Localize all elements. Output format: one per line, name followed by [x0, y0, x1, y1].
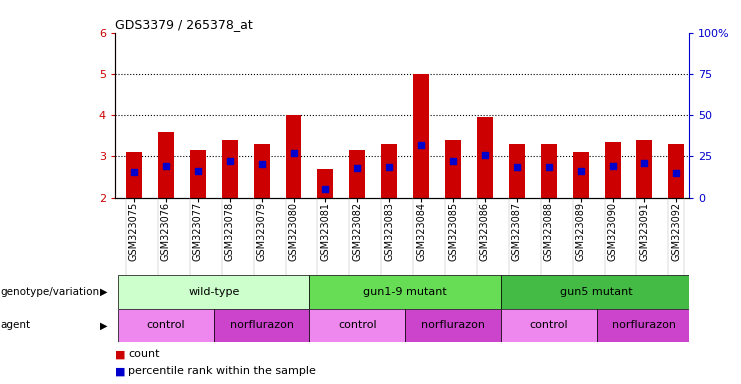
Point: [639, 160, 651, 166]
Bar: [158, 132, 174, 198]
Bar: [413, 74, 429, 198]
Bar: [118, 309, 213, 342]
Bar: [126, 152, 142, 198]
Text: control: control: [147, 320, 185, 331]
Point: [224, 158, 236, 164]
Text: ■: ■: [115, 349, 125, 359]
Point: [543, 164, 555, 170]
Bar: [445, 140, 461, 198]
Text: GSM323083: GSM323083: [385, 202, 394, 261]
Bar: [317, 169, 333, 198]
Point: [192, 168, 204, 174]
Text: ▶: ▶: [100, 287, 107, 297]
Bar: [573, 152, 588, 198]
Text: GDS3379 / 265378_at: GDS3379 / 265378_at: [115, 18, 253, 31]
Bar: [541, 144, 556, 198]
Text: control: control: [338, 320, 376, 331]
Point: [479, 152, 491, 158]
Bar: [190, 150, 206, 198]
Bar: [285, 115, 302, 198]
Text: GSM323079: GSM323079: [256, 202, 267, 261]
Text: wild-type: wild-type: [188, 287, 239, 297]
Text: GSM323090: GSM323090: [608, 202, 617, 261]
Bar: [222, 140, 238, 198]
Text: GSM323080: GSM323080: [288, 202, 299, 261]
Bar: [213, 309, 310, 342]
Text: gun1-9 mutant: gun1-9 mutant: [363, 287, 447, 297]
Text: GSM323081: GSM323081: [320, 202, 330, 261]
Bar: [509, 144, 525, 198]
Bar: [597, 309, 692, 342]
Text: GSM323077: GSM323077: [193, 202, 203, 261]
Text: GSM323092: GSM323092: [671, 202, 682, 261]
Point: [415, 142, 427, 148]
Point: [256, 161, 268, 167]
Text: norflurazon: norflurazon: [230, 320, 293, 331]
Text: ▶: ▶: [100, 320, 107, 331]
Point: [447, 158, 459, 164]
Bar: [501, 275, 692, 309]
Text: gun5 mutant: gun5 mutant: [560, 287, 633, 297]
Point: [351, 165, 363, 171]
Text: norflurazon: norflurazon: [421, 320, 485, 331]
Bar: [253, 144, 270, 198]
Point: [671, 170, 682, 176]
Text: GSM323082: GSM323082: [352, 202, 362, 261]
Text: GSM323088: GSM323088: [544, 202, 554, 261]
Text: GSM323085: GSM323085: [448, 202, 458, 261]
Point: [511, 164, 522, 170]
Point: [607, 162, 619, 169]
Bar: [477, 117, 493, 198]
Bar: [349, 150, 365, 198]
Text: GSM323086: GSM323086: [480, 202, 490, 261]
Text: GSM323091: GSM323091: [639, 202, 649, 261]
Text: GSM323078: GSM323078: [225, 202, 235, 261]
Text: ■: ■: [115, 366, 125, 376]
Bar: [118, 275, 310, 309]
Text: genotype/variation: genotype/variation: [1, 287, 100, 297]
Bar: [310, 309, 405, 342]
Point: [128, 169, 140, 175]
Point: [383, 164, 395, 170]
Bar: [405, 309, 501, 342]
Point: [288, 150, 299, 156]
Bar: [605, 142, 620, 198]
Text: GSM323075: GSM323075: [129, 202, 139, 261]
Text: GSM323087: GSM323087: [512, 202, 522, 261]
Point: [575, 168, 587, 174]
Text: GSM323084: GSM323084: [416, 202, 426, 261]
Text: count: count: [128, 349, 160, 359]
Bar: [668, 144, 685, 198]
Bar: [637, 140, 652, 198]
Text: GSM323089: GSM323089: [576, 202, 585, 261]
Point: [160, 162, 172, 169]
Text: control: control: [529, 320, 568, 331]
Text: agent: agent: [1, 320, 31, 331]
Bar: [382, 144, 397, 198]
Text: norflurazon: norflurazon: [613, 320, 677, 331]
Point: [319, 185, 331, 192]
Bar: [501, 309, 597, 342]
Text: percentile rank within the sample: percentile rank within the sample: [128, 366, 316, 376]
Text: GSM323076: GSM323076: [161, 202, 171, 261]
Bar: [310, 275, 501, 309]
